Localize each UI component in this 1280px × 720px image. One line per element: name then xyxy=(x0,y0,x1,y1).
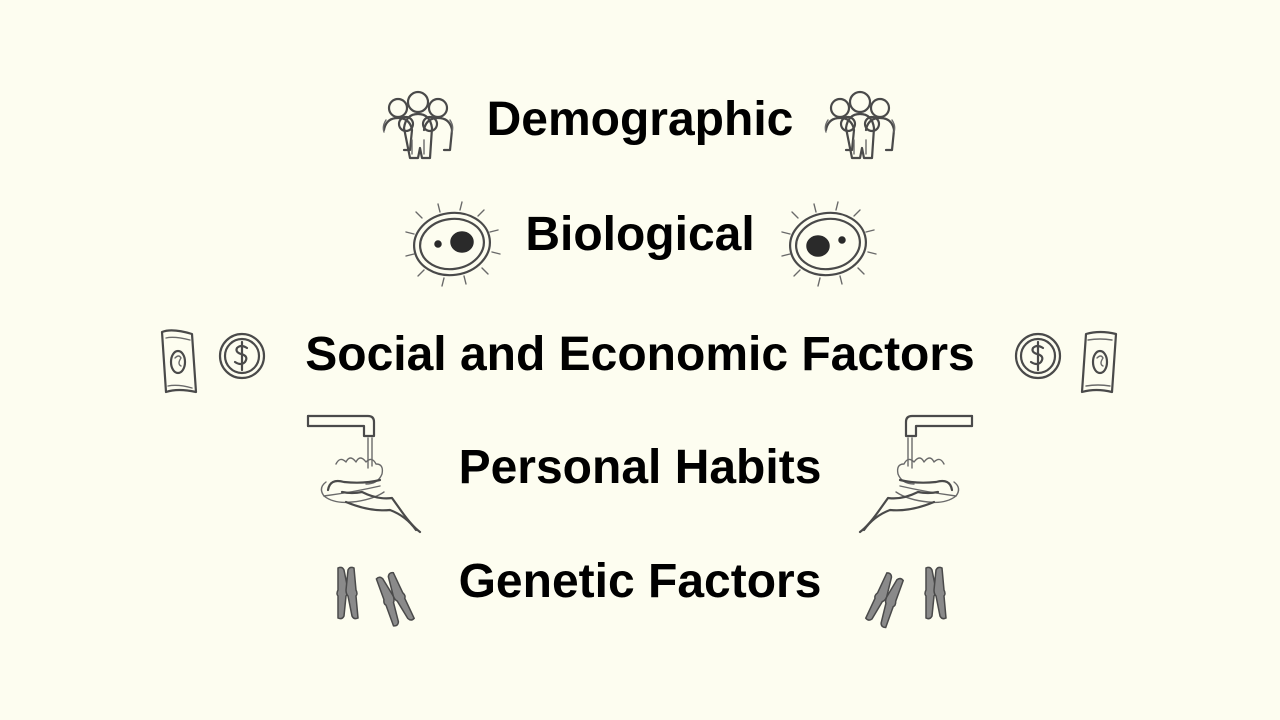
dollar-coin-icon xyxy=(216,330,268,382)
people-group-icon xyxy=(376,90,460,170)
chromosome-icon xyxy=(330,564,420,630)
cell-microbe-icon xyxy=(778,200,878,288)
hand-washing-icon xyxy=(858,410,974,542)
item-label-demographic: Demographic xyxy=(486,93,794,146)
dollar-bill-icon xyxy=(1076,326,1122,398)
item-label-genetic-factors: Genetic Factors xyxy=(458,555,822,608)
item-label-social-economic: Social and Economic Factors xyxy=(305,328,975,381)
item-label-personal-habits: Personal Habits xyxy=(458,441,822,494)
hand-washing-icon xyxy=(306,410,422,542)
chromosome-icon xyxy=(862,564,952,630)
cell-microbe-icon xyxy=(402,200,502,288)
people-group-icon xyxy=(818,90,902,170)
dollar-coin-icon xyxy=(1012,330,1064,382)
item-label-biological: Biological xyxy=(525,208,755,261)
dollar-bill-icon xyxy=(156,326,202,398)
